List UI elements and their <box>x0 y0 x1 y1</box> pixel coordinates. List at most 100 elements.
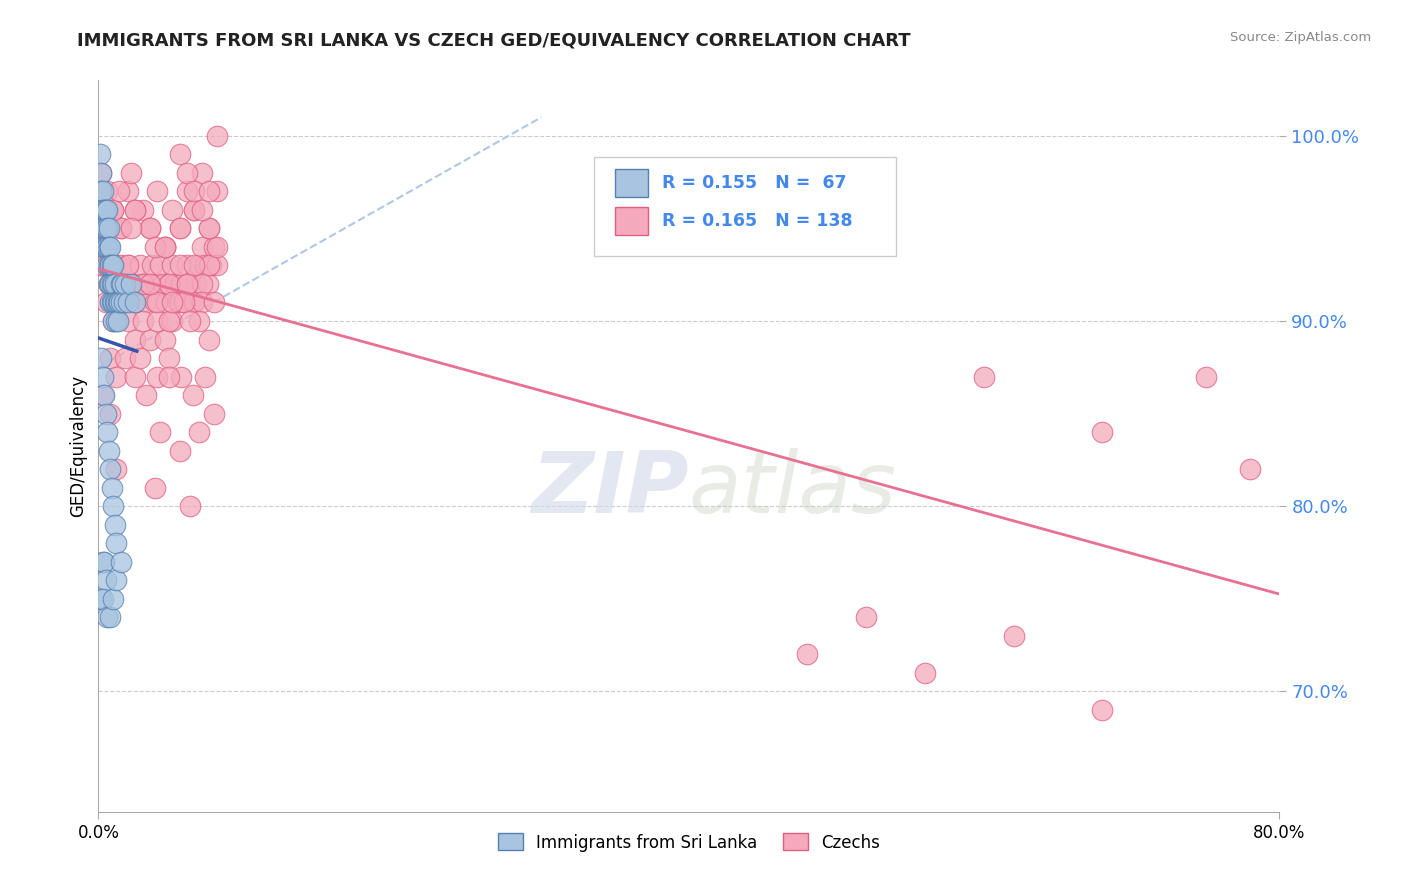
Point <box>128 259 150 273</box>
Point <box>152 277 174 291</box>
Point <box>139 221 162 235</box>
Point <box>111 277 134 291</box>
Point <box>100 481 122 495</box>
Point <box>173 295 195 310</box>
Point <box>108 295 131 310</box>
Point <box>135 295 157 310</box>
Point <box>117 314 139 328</box>
Point <box>138 277 160 291</box>
Point <box>132 277 155 291</box>
Point <box>94 221 117 235</box>
Point <box>1091 425 1114 439</box>
Point <box>143 240 166 254</box>
Point <box>973 369 995 384</box>
Point <box>94 240 117 254</box>
Point <box>103 499 125 513</box>
Point <box>108 185 131 199</box>
Point <box>165 277 187 291</box>
Point <box>183 259 205 273</box>
Point <box>91 185 114 199</box>
Point <box>98 295 121 310</box>
Point <box>169 259 191 273</box>
Point <box>91 240 114 254</box>
Point <box>98 351 121 365</box>
Point <box>93 555 115 569</box>
Point <box>103 591 125 606</box>
Point <box>143 481 166 495</box>
Point <box>90 166 112 180</box>
Point <box>176 166 198 180</box>
Point <box>139 333 162 347</box>
Point <box>169 221 191 235</box>
Text: ZIP: ZIP <box>531 449 689 532</box>
Point <box>149 259 172 273</box>
Point <box>98 407 121 421</box>
Point <box>94 407 117 421</box>
Point <box>1002 629 1025 643</box>
Point <box>114 277 136 291</box>
Point <box>179 277 201 291</box>
Point <box>146 295 169 310</box>
Point <box>104 277 127 291</box>
Point <box>157 314 180 328</box>
Point <box>96 425 118 439</box>
Point <box>176 277 198 291</box>
Point <box>124 202 146 217</box>
Point <box>179 499 201 513</box>
Point <box>191 240 214 254</box>
Point <box>187 259 209 273</box>
Point <box>181 388 204 402</box>
Point <box>157 277 180 291</box>
Point <box>157 369 180 384</box>
Point <box>110 221 132 235</box>
Point <box>176 259 198 273</box>
Point <box>90 166 112 180</box>
Point <box>103 259 125 273</box>
Point <box>139 277 162 291</box>
Point <box>100 277 122 291</box>
Point <box>128 351 150 365</box>
Point <box>198 333 221 347</box>
Point <box>90 259 112 273</box>
Point <box>96 610 118 624</box>
Point <box>146 185 169 199</box>
Point <box>91 369 114 384</box>
Point <box>149 425 172 439</box>
Point <box>205 240 228 254</box>
Point <box>105 574 128 588</box>
Point <box>97 259 120 273</box>
Point <box>103 202 125 217</box>
Point <box>98 240 121 254</box>
Point <box>191 166 214 180</box>
Point <box>169 295 191 310</box>
Point <box>107 295 129 310</box>
Point <box>105 369 128 384</box>
Point <box>104 295 127 310</box>
Point <box>97 443 120 458</box>
Point <box>90 185 112 199</box>
Point <box>94 202 117 217</box>
Point <box>96 221 118 235</box>
Point <box>104 517 127 532</box>
Point <box>93 259 115 273</box>
Point <box>153 240 176 254</box>
Point <box>89 259 111 273</box>
Point <box>205 259 228 273</box>
Point <box>107 295 129 310</box>
Point <box>162 259 183 273</box>
Point <box>117 259 139 273</box>
Text: R = 0.165   N = 138: R = 0.165 N = 138 <box>662 211 852 230</box>
Point <box>112 295 135 310</box>
Point <box>103 314 125 328</box>
Text: atlas: atlas <box>689 449 897 532</box>
Point <box>94 240 117 254</box>
Point <box>96 185 118 199</box>
Point <box>153 240 176 254</box>
Point <box>143 295 166 310</box>
Point <box>103 202 125 217</box>
Point <box>194 369 217 384</box>
Point <box>110 277 132 291</box>
Point <box>90 351 112 365</box>
Point <box>91 202 114 217</box>
Point <box>103 277 125 291</box>
